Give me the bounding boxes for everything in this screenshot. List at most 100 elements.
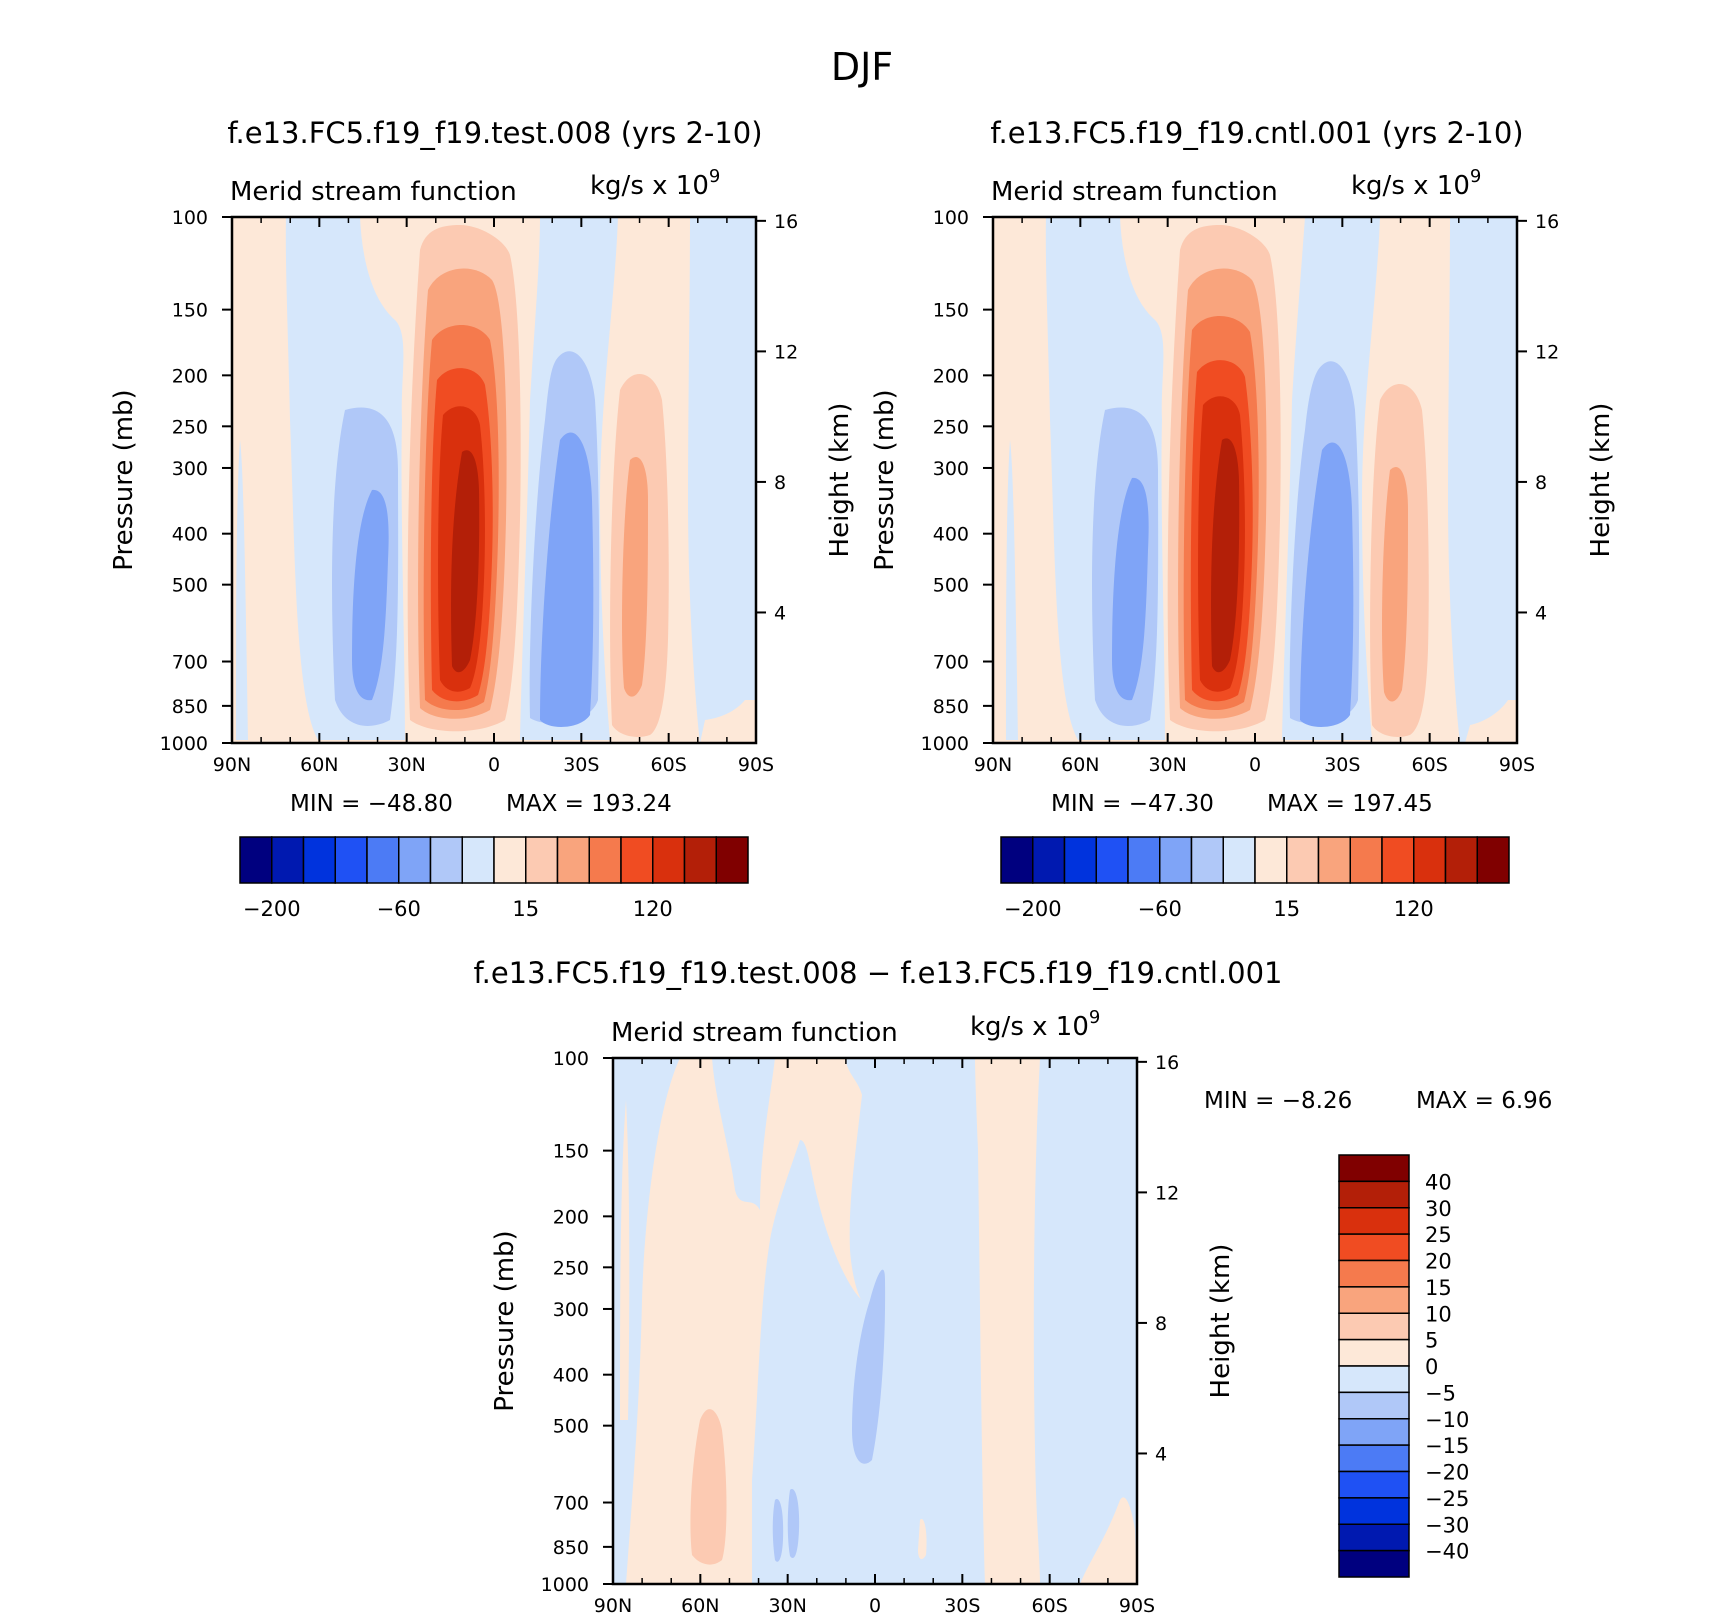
panel-test-y2label: Height (km)	[825, 403, 855, 558]
colorbar-swatch	[1338, 1523, 1410, 1552]
contour-neg-8	[1006, 440, 1018, 740]
colorbar-swatch	[1349, 836, 1383, 884]
panel-test-ticks: 90N 60N 30N 0 30S 60S 90S 100 150 200 250 300 400 500…	[160, 207, 799, 776]
y-tick-label: 250	[172, 416, 208, 438]
panel-test-units-base: kg/s x 10	[590, 171, 709, 201]
x-tick-label: 90N	[213, 754, 251, 776]
y2-tick-label: 8	[1155, 1313, 1167, 1335]
colorbar-swatch	[1338, 1338, 1410, 1367]
colorbar-swatch	[1444, 836, 1478, 884]
colorbar-label: 25	[1425, 1223, 1452, 1247]
x-tick-label: 90N	[594, 1595, 632, 1617]
colorbar-swatch	[271, 836, 305, 884]
y2-tick-label: 8	[774, 472, 786, 494]
colorbar-swatch	[1286, 836, 1320, 884]
colorbar-swatch	[493, 836, 527, 884]
colorbar-label: 15	[1273, 897, 1300, 921]
y-tick-label: 200	[172, 365, 208, 387]
y2-tick-label: 4	[1155, 1443, 1167, 1465]
x-tick-label: 90N	[974, 754, 1012, 776]
colorbar-label: 120	[1394, 897, 1434, 921]
panel-test-min: MIN = −48.80	[290, 791, 453, 817]
panel-control-colorbar: −200 −60 15 120	[1000, 836, 1510, 921]
colorbar-swatch	[588, 836, 622, 884]
y2-tick-label: 12	[774, 341, 798, 363]
y-tick-label: 300	[553, 1299, 589, 1321]
panel-control-min: MIN = −47.30	[1051, 791, 1214, 817]
panel-difference-y2label: Height (km)	[1206, 1244, 1236, 1399]
y-tick-label: 150	[933, 300, 969, 322]
x-tick-label: 60S	[651, 754, 687, 776]
x-tick-label: 60S	[1032, 1595, 1068, 1617]
panel-control-title: f.e13.FC5.f19_f19.cntl.001 (yrs 2-10)	[990, 116, 1523, 150]
colorbar-label: −5	[1425, 1381, 1456, 1405]
colorbar-swatch	[1338, 1391, 1410, 1420]
colorbar-swatch	[302, 836, 336, 884]
panel-difference-units: kg/s x 109	[970, 1007, 1100, 1042]
x-tick-label: 60S	[1412, 754, 1448, 776]
y-tick-label: 850	[933, 696, 969, 718]
figure-title: DJF	[831, 45, 893, 89]
panel-difference-contour-field	[613, 1058, 1137, 1584]
contour-pos-5	[918, 1519, 927, 1560]
colorbar-label: 40	[1425, 1170, 1452, 1194]
colorbar-label: 5	[1425, 1329, 1438, 1353]
colorbar-swatch	[1338, 1549, 1410, 1578]
colorbar-swatch	[1222, 836, 1256, 884]
y-tick-label: 1000	[541, 1574, 589, 1596]
contour-pos-6	[451, 450, 480, 673]
y-tick-label: 100	[553, 1048, 589, 1070]
y2-tick-label: 8	[1535, 472, 1547, 494]
colorbar-swatch	[1338, 1418, 1410, 1446]
colorbar-swatch	[1032, 836, 1066, 884]
panel-test-max: MAX = 193.24	[506, 791, 672, 817]
colorbar-label: 30	[1425, 1197, 1452, 1221]
colorbar-label: −10	[1425, 1408, 1469, 1432]
x-tick-label: 30N	[768, 1595, 806, 1617]
x-tick-label: 90S	[1499, 754, 1535, 776]
colorbar-label: 15	[512, 897, 539, 921]
panel-control-subtitle: Merid stream function	[991, 177, 1278, 207]
y-tick-label: 700	[172, 652, 208, 674]
panel-control-ylabel: Pressure (mb)	[870, 389, 900, 570]
x-tick-label: 60N	[681, 1595, 719, 1617]
y-tick-label: 150	[172, 300, 208, 322]
colorbar-swatch	[1159, 836, 1193, 884]
colorbar-swatch	[1095, 836, 1129, 884]
panel-control-max: MAX = 197.45	[1267, 791, 1433, 817]
contour-neg-7	[1448, 217, 1517, 743]
colorbar-swatch	[620, 836, 654, 884]
colorbar-label: 0	[1425, 1355, 1438, 1379]
panel-difference-min: MIN = −8.26	[1204, 1088, 1352, 1114]
colorbar-swatch	[525, 836, 559, 884]
panel-test-ylabel: Pressure (mb)	[109, 389, 139, 570]
colorbar-label: −40	[1425, 1540, 1469, 1564]
colorbar-swatch	[1338, 1497, 1410, 1525]
colorbar-swatch	[1190, 836, 1224, 884]
panel-difference-subtitle: Merid stream function	[611, 1018, 898, 1048]
colorbar-swatch	[1413, 836, 1447, 884]
y2-tick-label: 4	[774, 602, 786, 624]
y2-tick-label: 16	[1535, 211, 1559, 233]
contour-pos-8	[1382, 466, 1408, 702]
y-tick-label: 400	[553, 1365, 589, 1387]
colorbar-swatch	[1338, 1259, 1410, 1288]
colorbar-swatch	[1254, 836, 1288, 884]
panel-test: f.e13.FC5.f19_f19.test.008 (yrs 2-10) Me…	[109, 116, 855, 921]
colorbar-swatch	[652, 836, 686, 884]
colorbar-swatch	[1338, 1207, 1410, 1235]
colorbar-label: −200	[1004, 897, 1062, 921]
y-tick-label: 500	[553, 1416, 589, 1438]
y2-tick-label: 12	[1535, 341, 1559, 363]
panel-test-colorbar: −200 −60 15 120	[239, 836, 749, 921]
contour-neg-7	[688, 217, 756, 743]
y-tick-label: 850	[172, 696, 208, 718]
y-tick-label: 300	[933, 458, 969, 480]
colorbar-swatch	[1338, 1365, 1410, 1394]
panel-difference-units-exp: 9	[1089, 1007, 1100, 1028]
panel-test-subtitle: Merid stream function	[230, 177, 517, 207]
colorbar-swatch	[556, 836, 590, 884]
y2-tick-label: 16	[1155, 1052, 1179, 1074]
x-tick-label: 0	[488, 754, 500, 776]
